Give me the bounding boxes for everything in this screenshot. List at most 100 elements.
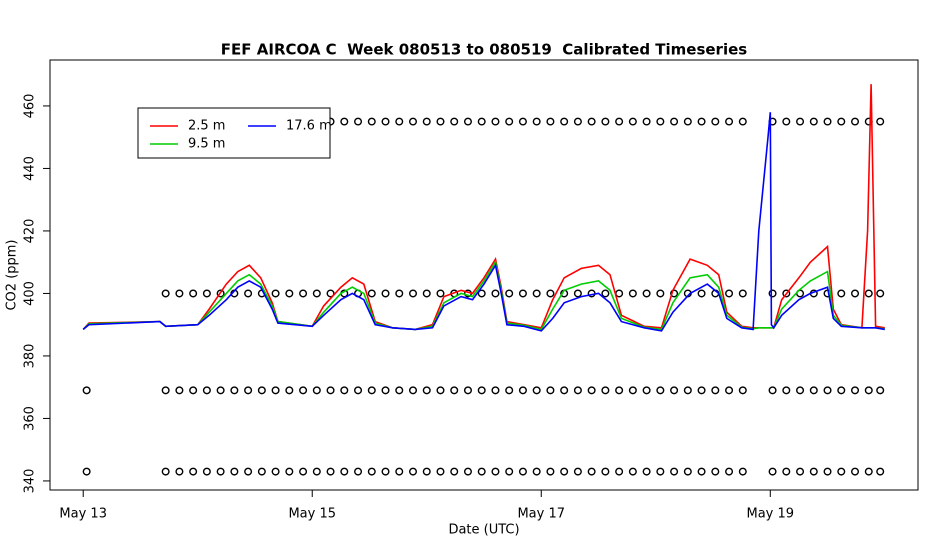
calibration-point	[587, 386, 596, 395]
calibration-point	[864, 467, 873, 476]
calibration-point	[725, 386, 734, 395]
calibration-point	[354, 117, 363, 126]
calibration-point	[796, 386, 805, 395]
calibration-point	[244, 386, 253, 395]
calibration-point	[876, 117, 885, 126]
calibration-point	[615, 117, 624, 126]
y-tick-label: 380	[23, 344, 38, 369]
calibration-point	[628, 386, 637, 395]
calibration-point	[367, 117, 376, 126]
calibration-point	[656, 467, 665, 476]
y-tick-label: 360	[23, 406, 38, 431]
calibration-point	[782, 289, 791, 298]
calibration-point	[491, 117, 500, 126]
calibration-point	[491, 289, 500, 298]
calibration-point	[463, 117, 472, 126]
calibration-point	[381, 467, 390, 476]
legend-label: 2.5 m	[188, 119, 225, 134]
calibration-point	[367, 289, 376, 298]
calibration-point	[546, 289, 555, 298]
calibration-point	[161, 386, 170, 395]
calibration-point	[505, 467, 514, 476]
calibration-point	[738, 386, 747, 395]
calibration-point	[823, 386, 832, 395]
calibration-point	[257, 467, 266, 476]
calibration-point	[587, 117, 596, 126]
calibration-point	[367, 386, 376, 395]
calibration-point	[271, 386, 280, 395]
calibration-point	[340, 117, 349, 126]
calibration-point	[837, 289, 846, 298]
calibration-point	[809, 386, 818, 395]
calibration-point	[768, 289, 777, 298]
series-line	[82, 84, 885, 331]
calibration-point	[463, 386, 472, 395]
calibration-point	[837, 467, 846, 476]
calibration-point	[683, 117, 692, 126]
calibration-point	[518, 386, 527, 395]
calibration-point	[573, 117, 582, 126]
calibration-point	[670, 467, 679, 476]
calibration-point	[738, 467, 747, 476]
calibration-point	[202, 467, 211, 476]
calibration-point	[505, 117, 514, 126]
calibration-point	[216, 467, 225, 476]
calibration-point	[244, 467, 253, 476]
calibration-point	[477, 467, 486, 476]
calibration-point	[436, 289, 445, 298]
calibration-point	[395, 467, 404, 476]
calibration-point	[82, 467, 91, 476]
y-tick-label: 400	[23, 281, 38, 306]
calibration-point	[409, 289, 418, 298]
y-tick-label: 420	[23, 219, 38, 244]
calibration-point	[82, 386, 91, 395]
calibration-point	[768, 386, 777, 395]
calibration-point	[837, 386, 846, 395]
calibration-point	[436, 386, 445, 395]
calibration-point	[395, 289, 404, 298]
series-line	[82, 112, 885, 332]
calibration-point	[546, 467, 555, 476]
calibration-point	[560, 467, 569, 476]
legend-label: 9.5 m	[188, 137, 225, 152]
legend-label: 17.6 m	[286, 119, 332, 134]
calibration-point	[216, 289, 225, 298]
calibration-point	[532, 117, 541, 126]
calibration-point	[725, 289, 734, 298]
calibration-point	[230, 467, 239, 476]
calibration-point	[477, 289, 486, 298]
calibration-point	[175, 467, 184, 476]
calibration-point	[782, 467, 791, 476]
calibration-point	[491, 467, 500, 476]
calibration-point	[601, 467, 610, 476]
calibration-point	[161, 289, 170, 298]
calibration-point	[615, 289, 624, 298]
calibration-point	[463, 467, 472, 476]
calibration-point	[628, 289, 637, 298]
calibration-point	[491, 386, 500, 395]
calibration-point	[285, 289, 294, 298]
calibration-point	[601, 386, 610, 395]
calibration-point	[505, 289, 514, 298]
y-tick-label: 440	[23, 156, 38, 181]
calibration-point	[782, 117, 791, 126]
calibration-point	[202, 386, 211, 395]
calibration-point	[518, 117, 527, 126]
x-tick-label: May 13	[59, 507, 107, 522]
calibration-point	[683, 467, 692, 476]
calibration-point	[299, 386, 308, 395]
calibration-point	[546, 386, 555, 395]
calibration-point	[257, 386, 266, 395]
chart-title: FEF AIRCOA C Week 080513 to 080519 Calib…	[221, 41, 747, 59]
calibration-point	[340, 386, 349, 395]
x-tick-label: May 15	[288, 507, 336, 522]
calibration-point	[354, 386, 363, 395]
calibration-point	[312, 467, 321, 476]
calibration-point	[587, 467, 596, 476]
calibration-point	[299, 289, 308, 298]
calibration-point	[409, 467, 418, 476]
calibration-point	[477, 117, 486, 126]
calibration-point	[381, 386, 390, 395]
calibration-point	[532, 386, 541, 395]
calibration-point	[422, 289, 431, 298]
